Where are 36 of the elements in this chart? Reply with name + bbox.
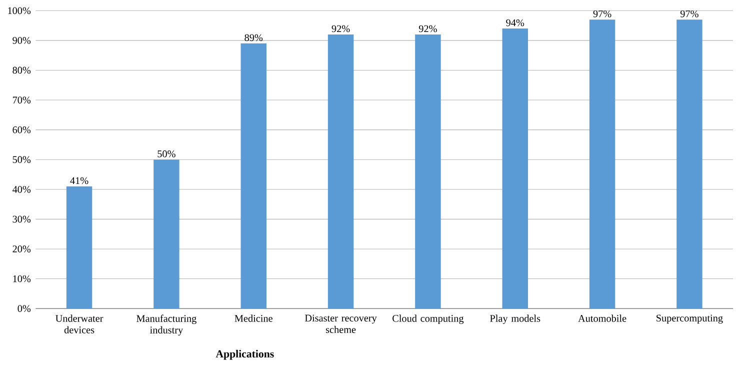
x-tick-label: Cloud computing	[392, 314, 464, 324]
x-tick-label: Play models	[490, 314, 540, 324]
bar	[589, 20, 616, 309]
x-tick-label: Manufacturing industry	[136, 314, 196, 336]
y-tick-label: 30%	[12, 216, 31, 223]
bar	[240, 43, 266, 309]
data-label: 97%	[593, 10, 612, 18]
x-tick-label: Supercomputing	[656, 314, 723, 324]
y-tick-label: 60%	[12, 126, 31, 134]
data-label: 92%	[418, 25, 437, 32]
y-tick-label: 50%	[12, 156, 31, 164]
y-tick-label: 90%	[12, 37, 31, 44]
bar	[676, 20, 702, 309]
data-label: 92%	[332, 25, 350, 32]
y-tick-label: 40%	[12, 186, 31, 193]
y-tick-label: 80%	[12, 66, 31, 74]
y-tick-label: 70%	[12, 96, 31, 104]
y-tick-label: 0%	[18, 305, 31, 312]
x-tick-label: Underwater devices	[56, 314, 104, 334]
bar	[154, 160, 180, 309]
data-label: 89%	[244, 34, 263, 42]
x-tick-label: Disaster recovery scheme	[304, 314, 377, 334]
x-tick-label: Medicine	[234, 314, 272, 322]
x-axis-title: Applications	[216, 350, 274, 360]
x-tick-label: Automobile	[578, 314, 626, 322]
bar	[66, 186, 92, 309]
bar	[328, 34, 354, 309]
y-tick-label: 100%	[8, 7, 31, 14]
data-label: 41%	[70, 177, 88, 184]
bar	[415, 34, 441, 309]
y-tick-label: 10%	[13, 275, 31, 282]
y-tick-label: 20%	[12, 246, 31, 252]
data-label: 94%	[506, 19, 524, 26]
data-label: 97%	[680, 10, 698, 18]
data-label: 50%	[158, 150, 176, 158]
bar	[502, 28, 528, 309]
